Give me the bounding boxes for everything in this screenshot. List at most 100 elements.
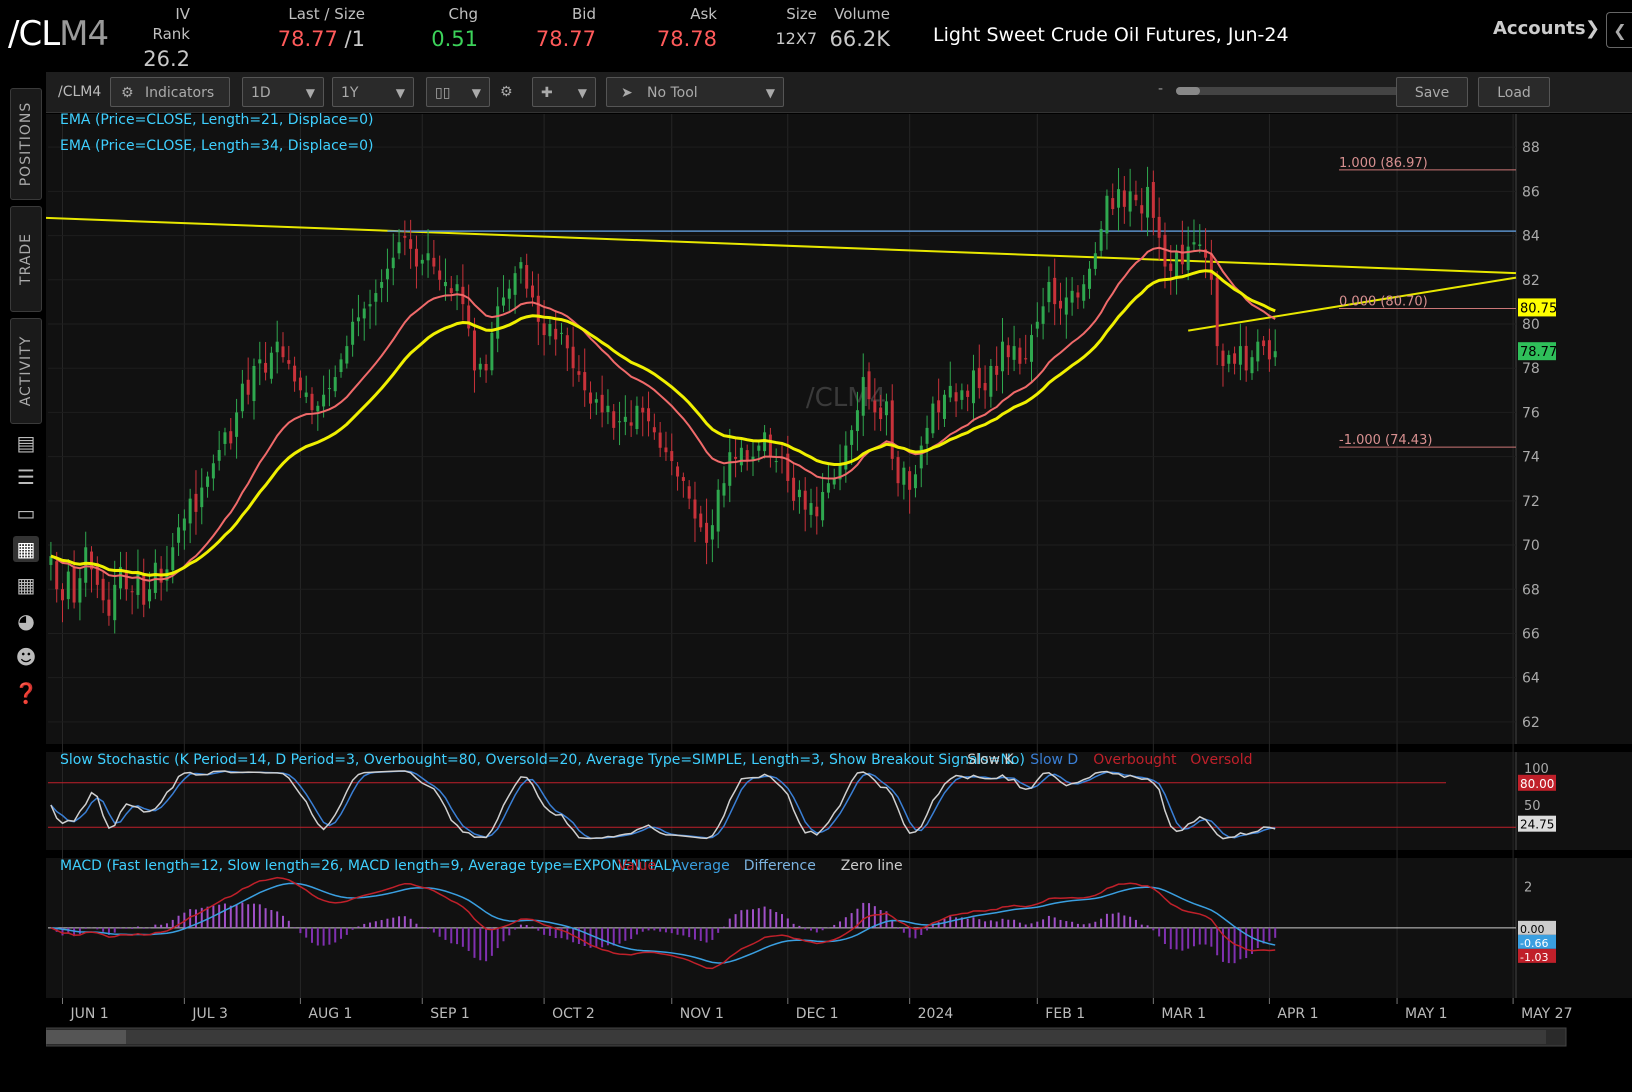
indicators-button[interactable]: ⚙ Indicators — [110, 77, 230, 107]
study-title-ema21: EMA (Price=CLOSE, Length=21, Displace=0) — [60, 112, 374, 128]
symbol-title[interactable]: /CLM4 — [8, 14, 109, 54]
list-icon[interactable]: ☰ — [17, 465, 35, 489]
save-button[interactable]: Save — [1396, 77, 1468, 107]
candle — [844, 445, 848, 470]
zoom-slider-thumb[interactable] — [1176, 87, 1200, 95]
candle — [1076, 292, 1080, 298]
date-tick-label: DEC 1 — [796, 1006, 839, 1022]
chevron-down-icon[interactable]: ❯ — [1585, 18, 1601, 39]
candle — [890, 400, 894, 459]
chart-style-select[interactable]: ▯▯ ▼ — [426, 77, 490, 107]
symbol-watermark: /CLM4 — [806, 383, 886, 413]
chevron-down-icon: ▼ — [305, 86, 315, 100]
candle — [676, 466, 680, 477]
quote-field-chg: Chg 0.51 — [425, 4, 478, 54]
date-tick-label: AUG 1 — [308, 1006, 352, 1022]
long-trendline — [46, 216, 1517, 275]
candle — [925, 427, 929, 444]
candle — [1035, 321, 1039, 329]
candle — [623, 416, 627, 422]
collapse-panel-button[interactable]: ❮ — [1606, 12, 1632, 48]
fib-label: 1.000 (86.97) — [1339, 156, 1428, 171]
candle — [855, 410, 859, 432]
help-icon[interactable]: ❓ — [13, 681, 39, 705]
tab-positions[interactable]: POSITIONS — [10, 88, 42, 200]
candle — [478, 363, 482, 370]
candle — [507, 288, 511, 299]
quote-field-last-size: Last / Size 78.77 /1 — [258, 4, 365, 54]
candle — [606, 405, 610, 413]
candle — [148, 589, 152, 602]
candle — [722, 483, 726, 496]
zoom-out-button[interactable]: - — [1158, 81, 1164, 97]
accounts-button[interactable]: Accounts — [1493, 18, 1586, 39]
candle — [49, 556, 53, 565]
candle — [1215, 277, 1219, 347]
fib-label: 0.000 (80.70) — [1339, 295, 1428, 310]
candle — [873, 400, 877, 413]
candle — [362, 308, 366, 319]
load-button[interactable]: Load — [1478, 77, 1550, 107]
candle — [693, 499, 697, 519]
candle — [124, 571, 128, 590]
tab-activity[interactable]: ACTIVITY — [10, 318, 42, 424]
quote-field-bid: Bid 78.77 — [530, 4, 596, 54]
candle — [72, 567, 76, 603]
candle — [519, 262, 523, 269]
macd-legend-item: Difference — [744, 858, 816, 874]
tv-icon[interactable]: ▭ — [16, 501, 36, 525]
scrollbar-thumb[interactable] — [126, 1030, 1546, 1044]
macd-badge — [1518, 948, 1556, 963]
candle — [229, 431, 233, 444]
price-chart-svg[interactable]: JUN 1 JUL 3 AUG 1 SEP 1 OCT 2 NOV 1 DEC 1 2024 F… — [46, 72, 1632, 1092]
candle — [246, 379, 250, 395]
candle — [380, 282, 384, 288]
candle — [629, 422, 633, 426]
candle — [710, 525, 714, 540]
candle — [490, 332, 494, 371]
candle — [455, 284, 459, 291]
macd-badge-label: -1.03 — [1520, 951, 1548, 964]
gauge-icon[interactable]: ◕ — [17, 609, 35, 633]
people-icon[interactable]: ☻ — [15, 645, 37, 669]
candle — [258, 359, 262, 364]
macd-value-line — [50, 876, 1276, 970]
candle — [1105, 195, 1109, 234]
interval-select[interactable]: 1D ▼ — [242, 77, 324, 107]
zoom-slider[interactable] — [1176, 87, 1410, 95]
price-tick-label: 66 — [1522, 626, 1540, 642]
date-tick-label: APR 1 — [1277, 1006, 1318, 1022]
candle — [757, 445, 761, 451]
date-tick-label: JUN 1 — [70, 1006, 109, 1022]
candle — [177, 527, 181, 543]
grid-icon[interactable]: ▦ — [16, 573, 36, 597]
candle — [217, 450, 221, 461]
tab-trade[interactable]: TRADE — [10, 206, 42, 312]
candle — [339, 359, 343, 372]
quote-field-value: 26.2 — [143, 47, 190, 71]
candle — [560, 332, 564, 334]
candle — [316, 405, 320, 412]
date-tick-label: 2024 — [918, 1006, 954, 1022]
candle — [194, 493, 198, 512]
candle — [565, 335, 569, 349]
chart-symbol-label: /CLM4 — [58, 84, 102, 100]
drawing-tool-select[interactable]: ➤ No Tool ▼ — [606, 77, 784, 107]
candle — [826, 483, 830, 493]
scrollbar-left-cap — [46, 1030, 126, 1044]
candle — [211, 463, 215, 479]
quote-field-label: Size — [786, 5, 817, 23]
candle — [443, 282, 447, 287]
quote-field-volume: Volume 66.2K — [820, 4, 890, 54]
candle — [1186, 246, 1190, 271]
candle — [536, 295, 540, 322]
drawing-style-select[interactable]: ✚ ▼ — [532, 77, 596, 107]
chart-grid-icon[interactable]: ▦ — [13, 536, 39, 562]
candle — [101, 578, 105, 601]
chart-settings-icon[interactable]: ⚙ — [500, 84, 513, 100]
candle — [1209, 253, 1213, 280]
range-select[interactable]: 1Y ▼ — [332, 77, 414, 107]
chart-area[interactable]: /CLM4 ⚙ Indicators 1D ▼ 1Y ▼ ▯▯ ▼ ⚙ ✚ ▼ ➤ No T… — [46, 72, 1632, 1092]
chart-bar-icon[interactable]: ▤ — [16, 431, 36, 455]
macd-badge — [1518, 920, 1556, 935]
